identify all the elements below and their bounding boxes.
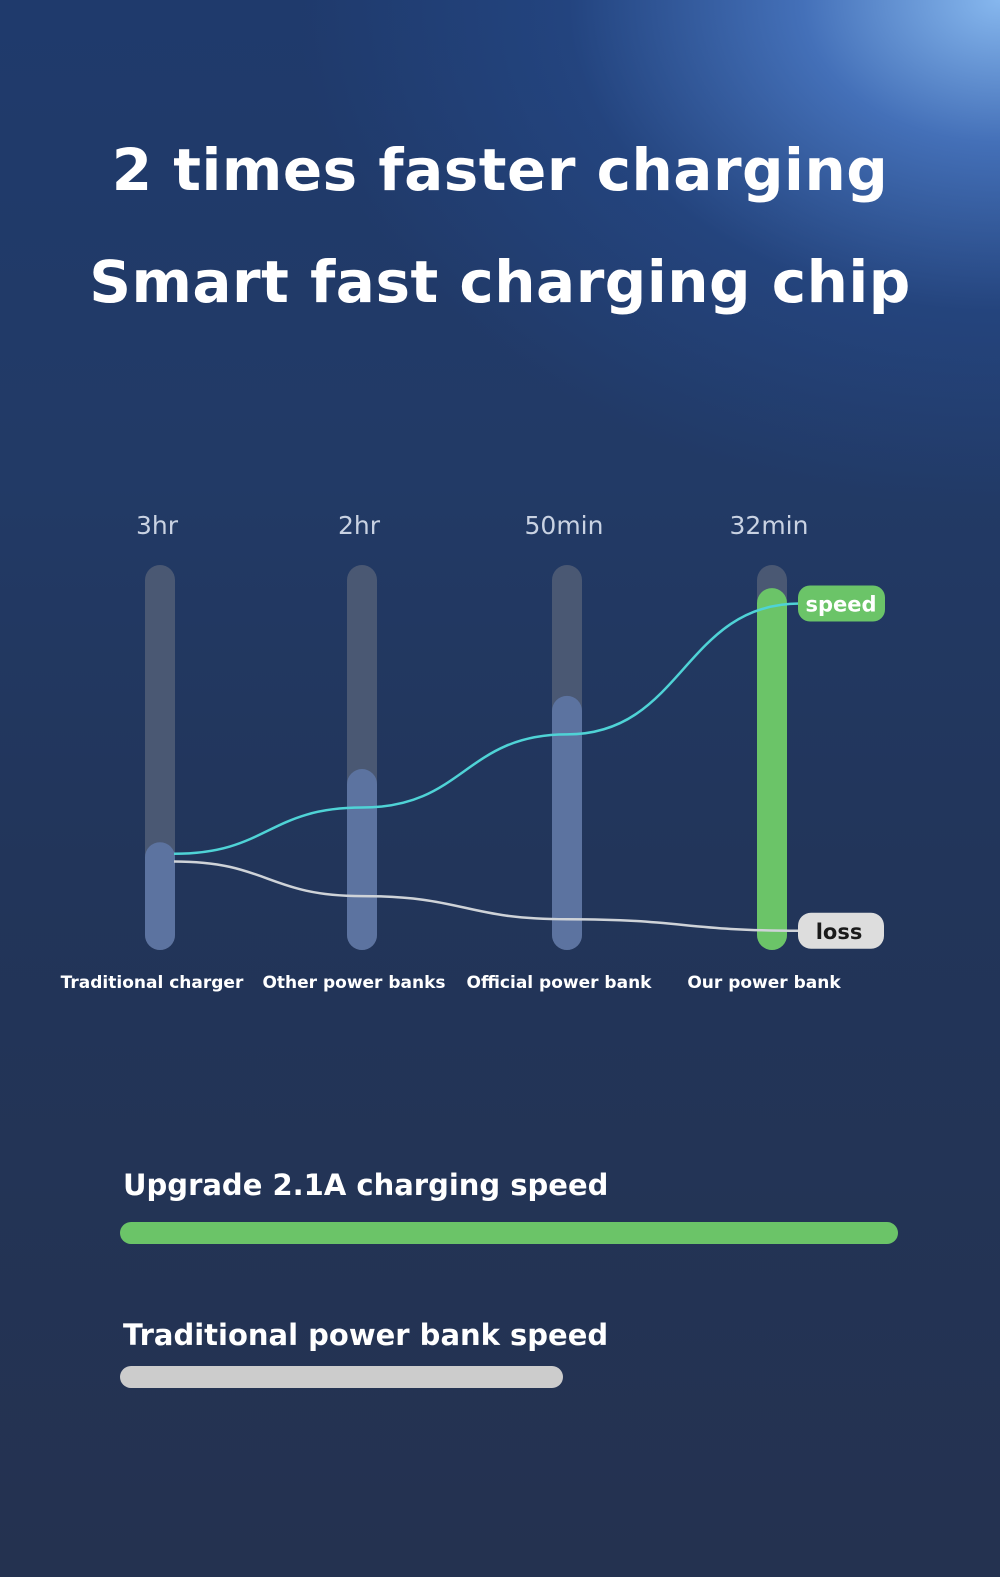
upgrade-speed-bar-fill: [120, 1222, 898, 1244]
headline-secondary: Smart fast charging chip: [89, 248, 911, 316]
loss-curve: [173, 860, 801, 932]
loss-tag-label: loss: [816, 920, 863, 944]
time-label: 2hr: [338, 511, 381, 540]
speed-curve: [173, 602, 801, 855]
time-label: 50min: [525, 511, 604, 540]
category-label: Other power banks: [262, 973, 445, 993]
category-label: Traditional charger: [61, 973, 244, 993]
loss-tag: [798, 912, 884, 949]
speed-tag: [798, 585, 885, 622]
traditional-speed-label: Traditional power bank speed: [123, 1318, 609, 1352]
upgrade-speed-bar: [120, 1222, 898, 1244]
charging-time-chart: 3hr Traditional charger 2hr Other power ban…: [61, 511, 885, 993]
traditional-speed-bar-fill: [120, 1366, 564, 1388]
traditional-speed-bar: [120, 1366, 898, 1388]
time-label: 3hr: [136, 511, 179, 540]
time-label: 32min: [730, 511, 809, 540]
category-label: Our power bank: [687, 973, 841, 993]
headline-primary: 2 times faster charging: [111, 136, 889, 204]
category-label: Official power bank: [467, 973, 653, 993]
bar-fill: [552, 695, 582, 950]
bar-fill: [347, 769, 377, 950]
bar-fill-highlight: [757, 588, 787, 950]
upgrade-speed-label: Upgrade 2.1A charging speed: [123, 1168, 609, 1202]
speed-tag-label: speed: [805, 593, 876, 617]
bar-fill: [145, 842, 175, 950]
